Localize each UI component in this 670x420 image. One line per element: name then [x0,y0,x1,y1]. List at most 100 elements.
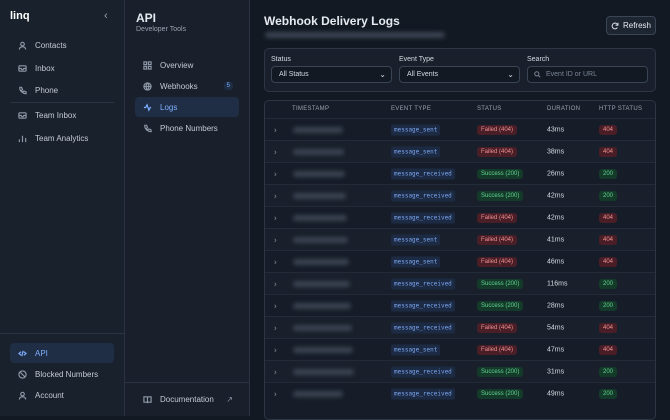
blurred-timestamp [293,346,353,353]
duration: 28ms [547,302,565,309]
log-row[interactable]: › message_received Success (200) 28ms 200 [265,294,655,316]
event-type: message_sent [391,146,441,157]
status-value: All Status [279,71,309,78]
panel-title: API [136,11,157,25]
blurred-timestamp [293,258,349,265]
status-badge: Success (200) [477,168,524,179]
nav-item[interactable]: Team Inbox [10,105,114,125]
column-header: STATUS [477,106,502,112]
status-badge: Success (200) [477,278,524,289]
status-badge: Success (200) [477,388,524,399]
nav-label: API [35,348,48,358]
log-row[interactable]: › message_received Failed (404) 54ms 404 [265,316,655,338]
expand-chevron: › [274,367,277,376]
expand-chevron: › [274,389,277,398]
refresh-button[interactable]: Refresh [606,16,656,35]
http-status: 404 [599,234,618,245]
blurred-timestamp [293,236,348,243]
log-row[interactable]: › message_received Success (200) 42ms 200 [265,184,655,206]
duration: 41ms [547,236,565,243]
duration: 42ms [547,192,565,199]
expand-chevron: › [274,213,277,222]
log-row[interactable]: › message_received Success (200) 31ms 200 [265,360,655,382]
documentation-link[interactable]: Documentation ↗ [135,389,239,409]
api-sidebar: API Developer Tools Overview Webhooks 5 Log… [125,0,250,416]
http-status: 404 [599,212,618,223]
panel-nav-label: Phone Numbers [160,123,218,133]
nav-item[interactable]: Blocked Numbers [10,364,114,384]
duration: 43ms [547,126,565,133]
http-status: 200 [599,366,618,377]
event-select[interactable]: All Events ⌄ [399,66,520,83]
event-type: message_received [391,212,455,223]
nav-item[interactable]: Contacts [10,35,114,55]
event-label: Event Type [399,56,434,63]
log-row[interactable]: › message_received Failed (404) 42ms 404 [265,206,655,228]
http-status: 200 [599,168,618,179]
divider [125,382,250,383]
blurred-subtitle [265,32,445,38]
log-row[interactable]: › message_sent Failed (404) 38ms 404 [265,140,655,162]
badge: 5 [223,82,233,90]
expand-chevron: › [274,191,277,200]
external-icon: ↗ [226,394,233,404]
duration: 31ms [547,368,565,375]
nav-item[interactable]: Phone [10,80,114,100]
panel-nav-item[interactable]: Overview [135,55,239,75]
log-row[interactable]: › message_sent Failed (404) 41ms 404 [265,228,655,250]
event-type: message_received [391,322,455,333]
divider [10,102,114,103]
nav-item[interactable]: Team Analytics [10,128,114,148]
status-label: Status [271,56,291,63]
log-row[interactable]: › message_sent Failed (404) 47ms 404 [265,338,655,360]
http-status: 404 [599,124,618,135]
status-badge: Failed (404) [477,256,518,267]
column-header: HTTP STATUS [599,106,643,112]
blurred-timestamp [293,192,346,199]
http-status: 200 [599,278,618,289]
expand-chevron: › [274,235,277,244]
panel-nav-item[interactable]: Logs [135,97,239,117]
status-badge: Failed (404) [477,212,518,223]
search-label: Search [527,56,550,63]
collapse-button[interactable]: ‹ [104,10,108,22]
blurred-timestamp [293,390,343,397]
duration: 54ms [547,324,565,331]
expand-chevron: › [274,301,277,310]
event-type: message_received [391,278,455,289]
blurred-timestamp [293,302,351,309]
column-header: TIMESTAMP [292,106,330,112]
expand-chevron: › [274,125,277,134]
status-select[interactable]: All Status ⌄ [271,66,392,83]
blurred-timestamp [293,280,350,287]
nav-label: Blocked Numbers [35,369,99,379]
panel-nav-label: Webhooks [160,81,198,91]
event-type: message_sent [391,256,441,267]
nav-item[interactable]: Account [10,385,114,405]
nav-item[interactable]: API [10,343,114,363]
panel-nav-item[interactable]: Webhooks 5 [135,76,239,96]
blurred-timestamp [293,170,345,177]
event-type: message_sent [391,344,441,355]
log-row[interactable]: › message_sent Failed (404) 43ms 404 [265,118,655,140]
status-badge: Failed (404) [477,322,518,333]
duration: 26ms [547,170,565,177]
http-status: 404 [599,256,618,267]
log-row[interactable]: › message_received Success (200) 116ms 200 [265,272,655,294]
log-row[interactable]: › message_received Success (200) 26ms 200 [265,162,655,184]
nav-item[interactable]: Inbox [10,58,114,78]
duration: 47ms [547,346,565,353]
search-input[interactable]: Event ID or URL [527,66,648,83]
event-value: All Events [407,71,439,78]
log-row[interactable]: › message_sent Failed (404) 46ms 404 [265,250,655,272]
duration: 49ms [547,390,565,397]
log-row[interactable]: › message_received Success (200) 49ms 200 [265,382,655,404]
http-status: 404 [599,322,618,333]
nav-label: Contacts [35,40,67,50]
event-type: message_received [391,300,455,311]
expand-chevron: › [274,257,277,266]
blurred-timestamp [293,324,352,331]
http-status: 200 [599,190,618,201]
panel-nav-item[interactable]: Phone Numbers [135,118,239,138]
